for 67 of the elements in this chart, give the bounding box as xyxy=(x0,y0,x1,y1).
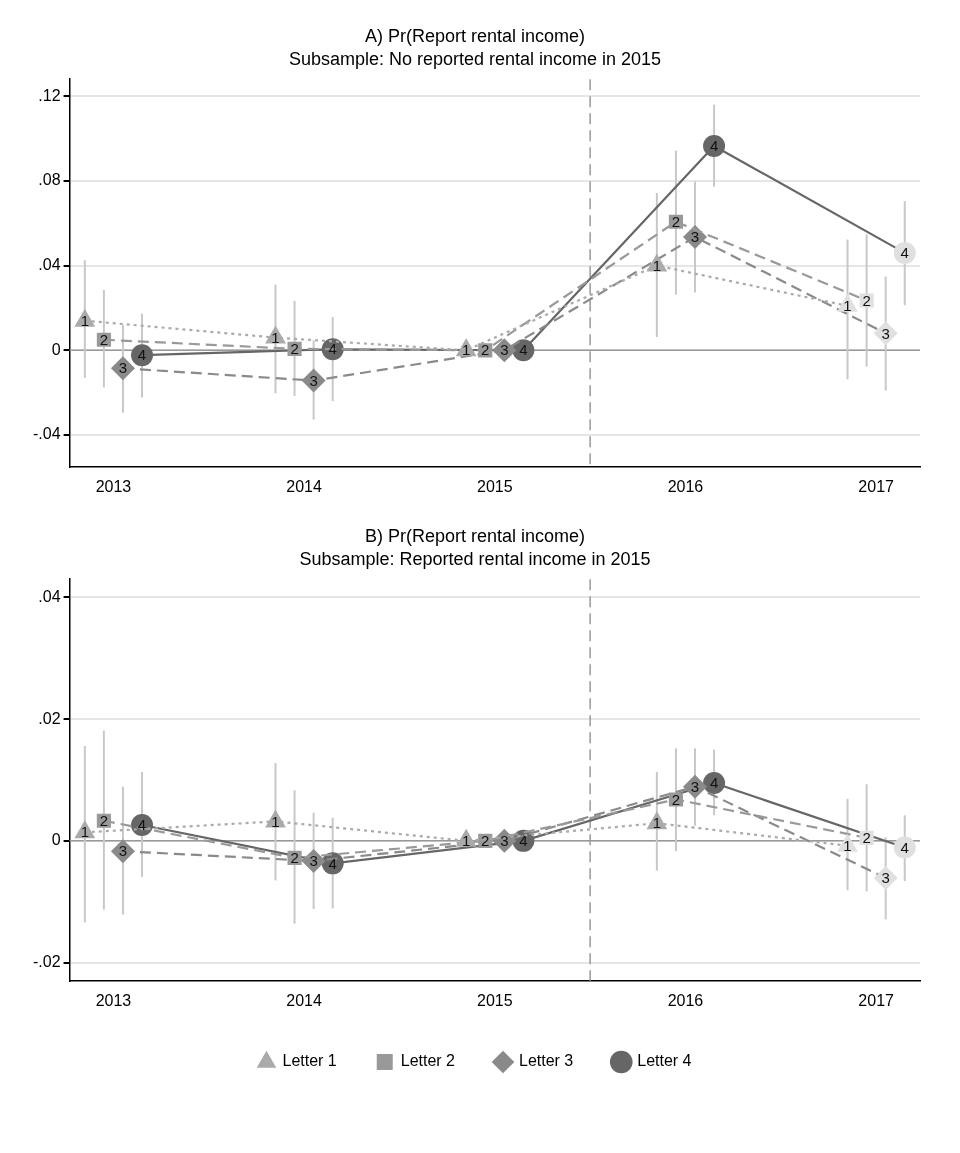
annotation: 4 xyxy=(709,137,719,155)
chart-title: A) Pr(Report rental income) xyxy=(364,25,586,46)
annotation: 4 xyxy=(519,831,528,849)
annotation: 1 xyxy=(80,823,89,841)
x-tick-label: 2014 xyxy=(286,991,322,1009)
annotation: 4 xyxy=(709,774,719,792)
legend-label: Letter 2 xyxy=(400,1052,456,1070)
x-tick-label: 2013 xyxy=(95,991,132,1009)
annotation: 2 xyxy=(671,790,681,808)
x-tick-label: 2013 xyxy=(95,477,132,495)
y-tick-label: -.04 xyxy=(32,425,61,443)
y-tick-label: .08 xyxy=(38,171,61,189)
annotation: 3 xyxy=(690,228,700,246)
legend-label: Letter 3 xyxy=(519,1052,574,1070)
annotation: 2 xyxy=(481,831,490,849)
x-tick-label: 2014 xyxy=(286,477,322,495)
annotation: 3 xyxy=(118,842,128,860)
x-tick-label: 2017 xyxy=(858,477,895,495)
y-tick-label: -.02 xyxy=(32,952,61,970)
annotation: 3 xyxy=(118,359,128,377)
chart-subtitle: Subsample: Reported rental income in 2015 xyxy=(299,549,651,570)
chart-title: B) Pr(Report rental income) xyxy=(364,525,586,546)
legend-label: Letter 4 xyxy=(637,1052,692,1070)
annotation: 4 xyxy=(137,346,147,364)
annotation: 2 xyxy=(290,849,299,867)
annotation: 2 xyxy=(99,330,109,348)
x-tick-label: 2016 xyxy=(667,477,704,495)
annotation: 1 xyxy=(652,256,662,274)
annotation: 1 xyxy=(271,328,280,346)
x-tick-label: 2016 xyxy=(667,991,704,1009)
annotation: 3 xyxy=(309,371,318,389)
legend-label: Letter 1 xyxy=(282,1052,337,1070)
annotation: 1 xyxy=(652,814,662,832)
annotation: 4 xyxy=(900,244,909,262)
annotation: 3 xyxy=(500,341,509,359)
y-tick-label: .02 xyxy=(38,709,61,727)
y-tick-label: .04 xyxy=(38,587,61,605)
annotation: 3 xyxy=(309,852,318,870)
x-tick-label: 2015 xyxy=(476,477,513,495)
annotation: 2 xyxy=(481,341,490,359)
annotation: 1 xyxy=(843,836,852,854)
annotation: 2 xyxy=(671,212,681,230)
y-tick-label: .12 xyxy=(38,86,61,104)
annotation: 2 xyxy=(862,828,871,846)
annotation: 4 xyxy=(328,854,337,872)
annotation: 2 xyxy=(290,339,299,357)
annotation: 4 xyxy=(328,340,337,358)
x-tick-label: 2017 xyxy=(858,991,895,1009)
annotation: 1 xyxy=(462,341,471,359)
annotation: 1 xyxy=(80,311,89,329)
annotation: 1 xyxy=(843,296,852,314)
annotation: 2 xyxy=(99,811,109,829)
annotation: 2 xyxy=(862,291,871,309)
y-tick-label: .04 xyxy=(38,255,61,273)
annotation: 3 xyxy=(881,869,890,887)
annotation: 4 xyxy=(519,341,528,359)
chart-subtitle: Subsample: No reported rental income in 2015 xyxy=(288,49,662,70)
annotation: 3 xyxy=(690,777,700,795)
x-tick-label: 2015 xyxy=(476,991,513,1009)
y-tick-label: 0 xyxy=(51,831,61,849)
annotation: 3 xyxy=(500,831,509,849)
y-tick-label: 0 xyxy=(51,340,61,358)
annotation: 4 xyxy=(900,838,909,856)
annotation: 4 xyxy=(137,816,147,834)
annotation: 3 xyxy=(881,324,890,342)
annotation: 1 xyxy=(462,831,471,849)
annotation: 1 xyxy=(271,812,280,830)
